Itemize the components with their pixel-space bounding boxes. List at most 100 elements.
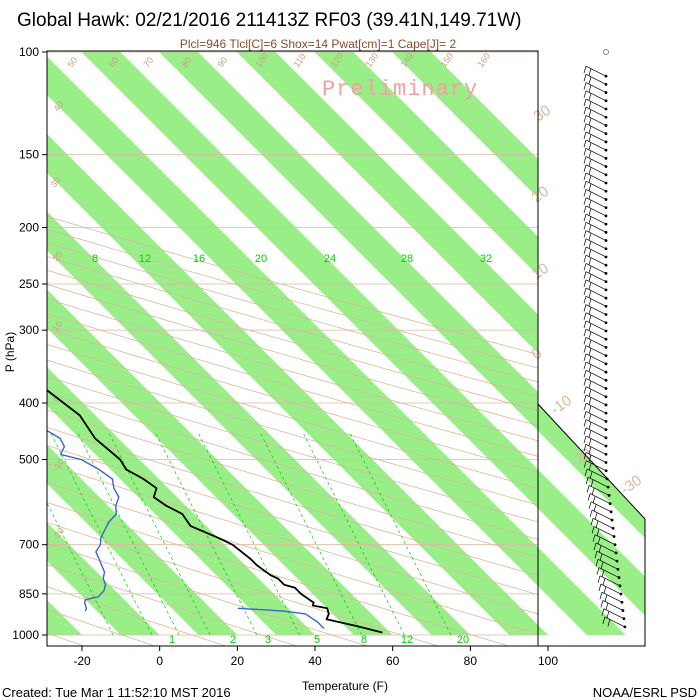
y-tick-label: 1000 [12,628,39,642]
wind-barb-shaft [585,106,607,118]
wind-barb-flag [583,181,587,189]
wind-barb-shaft [585,443,607,455]
wind-barb-flag [583,123,587,131]
wind-barb-shaft [585,419,607,430]
skew-label: 0 [529,345,546,364]
mixing-ratio-label: 8 [92,253,98,265]
wind-barb-flag [588,117,592,126]
wind-barb-flag [588,249,592,257]
wind-barb-shaft [585,452,607,463]
x-tick-label: 80 [464,654,478,668]
dry-adiabat [47,284,538,427]
x-tick-label: -20 [73,654,91,668]
wind-barb-shaft [585,312,607,324]
wind-barb-dot [604,304,608,308]
wind-barb-shaft [585,139,607,151]
dry-adiabat [47,242,538,383]
dry-adiabat [47,521,440,646]
wind-barb-dot [604,469,608,473]
dry-adiabat [47,482,538,635]
wind-barb-dot [604,370,608,374]
dry-adiabat [47,215,538,355]
wind-barb-flag [588,331,592,339]
wind-barb-flag [583,304,587,312]
wind-barb-flag [588,158,592,167]
wind-barb-flag [583,222,587,230]
wind-barb-shaft [596,550,618,562]
wind-barb-shaft [593,526,615,537]
x-tick-label: 0 [156,654,163,668]
wind-barb-shaft [585,197,607,208]
wind-barb-dot [621,609,625,612]
y-tick-label: 150 [19,148,39,162]
mixing-ratio-label: 12 [401,634,413,646]
wind-barb-dot [604,395,608,399]
wind-barb-dot [604,214,608,218]
wind-barb-flag [603,586,607,594]
wind-barb-shaft [597,559,619,570]
wind-barb-dot [608,502,612,505]
wind-barb-flag [586,485,590,493]
skew-label: 30 [531,102,554,125]
wind-barb-dot [604,329,608,333]
wind-barb-flag [595,520,599,528]
mixing-ratio-label: 16 [193,253,205,265]
wind-barb-flag [599,592,603,600]
wind-barb-flag [583,386,587,394]
mixing-ratio-labels: 8 12 16 20 24 28 321 2 3 5 8 12 20 [92,253,492,646]
mixing-ratio-label: 12 [139,253,151,265]
wind-barb-flag [592,496,596,504]
mixing-ratio-line [302,432,405,636]
temperature-band [47,444,238,635]
wind-barb-flag [583,394,587,403]
wind-barb-dot [604,140,608,144]
wind-barb-flag [583,460,587,468]
wind-barb-flag [588,208,592,216]
wind-barb-flag [583,329,587,337]
wind-barb-flag [588,109,592,117]
wind-barb-flag [583,419,587,427]
wind-barb-flag [588,430,592,438]
wind-barb-flag [588,501,592,509]
wind-barb-flag [599,553,603,561]
wind-barb-dot [604,173,608,177]
temperature-axis: -20 0 20 40 60 80 100 [73,646,558,668]
wind-barb-shaft [589,493,611,504]
wind-barb-shaft [585,246,607,258]
wind-barb-shaft [585,353,607,365]
mixing-ratio-label: 32 [480,253,492,265]
wind-barb-dot [604,99,608,103]
y-tick-label: 850 [19,587,39,601]
mixing-ratio-line [155,432,258,636]
wind-barb-shaft [585,361,607,373]
wind-barb-dot [619,592,623,596]
wind-barb-dot [615,559,619,563]
wind-barb-flag [588,339,592,348]
wind-barb-flag [607,619,611,627]
wind-barb-flag [583,279,587,287]
wind-barb-flag [591,526,595,534]
wind-barb-shaft [585,427,607,439]
wind-barb-dot [604,181,608,185]
dry-adiabat [47,586,227,646]
wind-barb-shaft [599,575,621,587]
wind-barb-flag [583,255,587,263]
temperature-line [47,389,383,634]
dry-adiabat [47,359,538,506]
wind-barb-flag [588,290,592,298]
wind-barb-shaft [601,591,623,603]
temperature-band [391,51,538,198]
wind-barb-flag [588,84,592,93]
mixing-ratio-line [349,432,452,636]
wind-barb-shaft [585,411,607,422]
wind-panel-frame [537,51,646,647]
wind-barb-flag [583,98,587,107]
wind-barb-flag [589,509,593,518]
wind-barb-flag [583,411,587,419]
dry-adiabat [47,255,538,397]
mixing-ratio-label: 1 [169,634,175,646]
wind-barb-flag [588,134,592,142]
wind-barb-flag [588,167,592,175]
mixing-ratio-label: 2 [230,634,236,646]
